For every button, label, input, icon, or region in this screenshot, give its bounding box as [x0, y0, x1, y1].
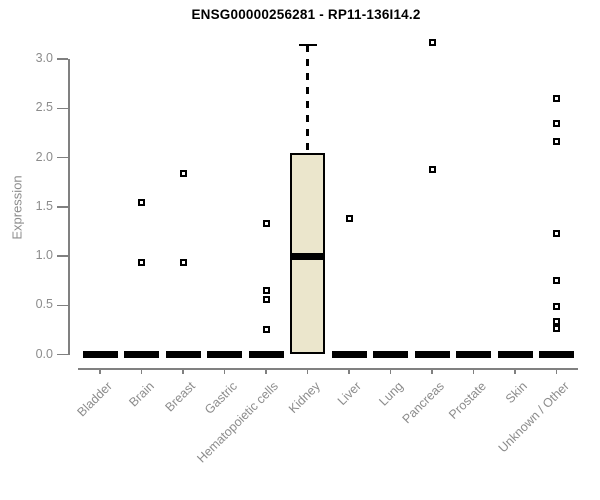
outlier-point	[553, 277, 560, 285]
x-tick	[555, 368, 558, 374]
outlier-point	[428, 165, 436, 173]
y-tick-label: 2.0	[35, 149, 53, 164]
y-tick	[57, 58, 68, 60]
x-tick	[99, 368, 101, 374]
y-tick	[57, 353, 68, 356]
y-tick	[57, 304, 68, 306]
x-category-label: Hematopoietic cells	[194, 379, 281, 466]
boxplot-zero-bar-skin	[497, 351, 533, 358]
x-category-label: Breast	[162, 379, 198, 415]
x-category-label: Liver	[334, 379, 364, 409]
whisker-line	[306, 45, 309, 153]
x-axis-line	[78, 368, 578, 370]
boxplot-zero-bar-breast	[165, 351, 201, 358]
y-tick-label: 0.5	[35, 297, 53, 312]
x-tick	[389, 368, 392, 374]
outlier-point	[179, 169, 187, 177]
boxplot-zero-bar-prostate	[456, 351, 491, 358]
boxplot-zero-bar-unknown-other	[539, 351, 574, 358]
x-tick	[514, 368, 516, 374]
x-category-label: Pancreas	[399, 379, 447, 427]
outlier-point	[262, 326, 270, 334]
x-category-label: Skin	[502, 379, 530, 407]
outlier-point	[138, 259, 145, 267]
x-category-label: Brain	[125, 379, 157, 410]
outlier-point	[553, 94, 560, 102]
outlier-point	[138, 199, 145, 207]
boxplot-zero-bar-bladder	[82, 351, 118, 358]
chart-title: ENSG00000256281 - RP11-136I14.2	[191, 7, 421, 22]
x-tick	[431, 368, 433, 374]
boxplot-zero-bar-liver	[331, 351, 367, 358]
x-tick	[306, 368, 309, 374]
outlier-point	[262, 286, 270, 294]
outlier-point	[428, 38, 436, 46]
y-axis-line	[68, 59, 70, 355]
boxplot-zero-bar-brain	[124, 351, 159, 358]
y-tick	[57, 156, 68, 159]
x-tick	[182, 368, 184, 374]
x-tick	[223, 368, 226, 374]
y-tick	[57, 255, 68, 257]
y-tick-label: 1.5	[35, 198, 53, 213]
y-tick	[57, 206, 68, 208]
outlier-point	[553, 317, 560, 325]
x-tick	[140, 368, 143, 374]
y-tick-label: 3.0	[35, 51, 53, 65]
x-tick	[472, 368, 475, 374]
boxplot-zero-bar-lung	[373, 351, 408, 358]
outlier-point	[553, 325, 560, 333]
outlier-point	[345, 215, 353, 223]
y-tick	[57, 107, 68, 109]
x-tick	[265, 368, 267, 374]
outlier-point	[262, 295, 270, 303]
x-category-label: Bladder	[74, 379, 115, 420]
y-tick-label: 0.0	[35, 346, 53, 361]
x-tick	[348, 368, 350, 374]
median-line	[290, 252, 325, 260]
x-category-label: Kidney	[285, 379, 323, 416]
outlier-point	[553, 119, 560, 127]
y-tick-label: 2.5	[35, 100, 53, 115]
outlier-point	[553, 229, 560, 237]
y-tick-label: 1.0	[35, 248, 53, 262]
x-category-label: Gastric	[201, 379, 240, 417]
boxplot-zero-bar-pancreas	[414, 351, 450, 358]
x-category-label: Lung	[375, 379, 406, 409]
x-category-label: Prostate	[445, 379, 489, 422]
whisker-cap	[298, 43, 317, 47]
outlier-point	[179, 259, 187, 267]
outlier-point	[262, 219, 270, 227]
outlier-point	[553, 302, 560, 310]
boxplot-zero-bar-hematopoietic-cells	[248, 351, 284, 358]
boxplot-zero-bar-gastric	[207, 351, 242, 358]
outlier-point	[553, 138, 560, 146]
